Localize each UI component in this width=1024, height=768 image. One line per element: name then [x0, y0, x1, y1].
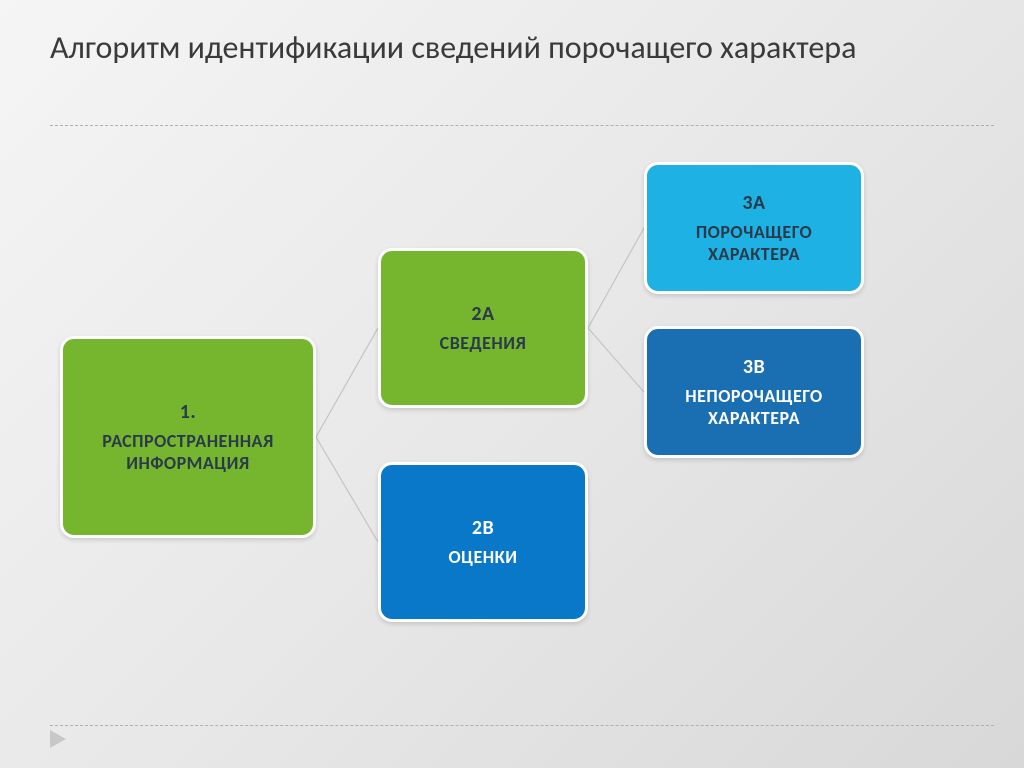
node-1-code: 1.: [180, 400, 196, 424]
node-3b-code: 3В: [743, 355, 765, 379]
page-title: Алгоритм идентификации сведений порочаще…: [50, 28, 974, 68]
divider-top: [50, 125, 994, 126]
edge-1-2b: [316, 437, 378, 542]
node-2b-label: ОЦЕНКИ: [448, 546, 517, 569]
node-3a-label: ПОРОЧАЩЕГО ХАРАКТЕРА: [661, 221, 847, 266]
node-3a-code: 3А: [742, 191, 765, 215]
node-2b: 2В ОЦЕНКИ: [378, 462, 588, 622]
edge-2a-3b: [588, 328, 644, 392]
node-2a-code: 2А: [471, 302, 494, 326]
node-3b-label: НЕПОРОЧАЩЕГО ХАРАКТЕРА: [661, 385, 847, 430]
node-2a: 2А СВЕДЕНИЯ: [378, 248, 588, 408]
edge-1-2a: [316, 328, 378, 437]
node-3a: 3А ПОРОЧАЩЕГО ХАРАКТЕРА: [644, 162, 864, 294]
node-2b-code: 2В: [472, 516, 494, 540]
node-1-label: РАСПРОСТРАНЕННАЯ ИНФОРМАЦИЯ: [77, 430, 299, 475]
node-1: 1. РАСПРОСТРАНЕННАЯ ИНФОРМАЦИЯ: [60, 336, 316, 538]
play-arrow-icon: [50, 730, 66, 748]
divider-bottom: [50, 725, 994, 726]
node-2a-label: СВЕДЕНИЯ: [440, 332, 527, 355]
node-3b: 3В НЕПОРОЧАЩЕГО ХАРАКТЕРА: [644, 326, 864, 458]
edge-2a-3a: [588, 228, 644, 328]
